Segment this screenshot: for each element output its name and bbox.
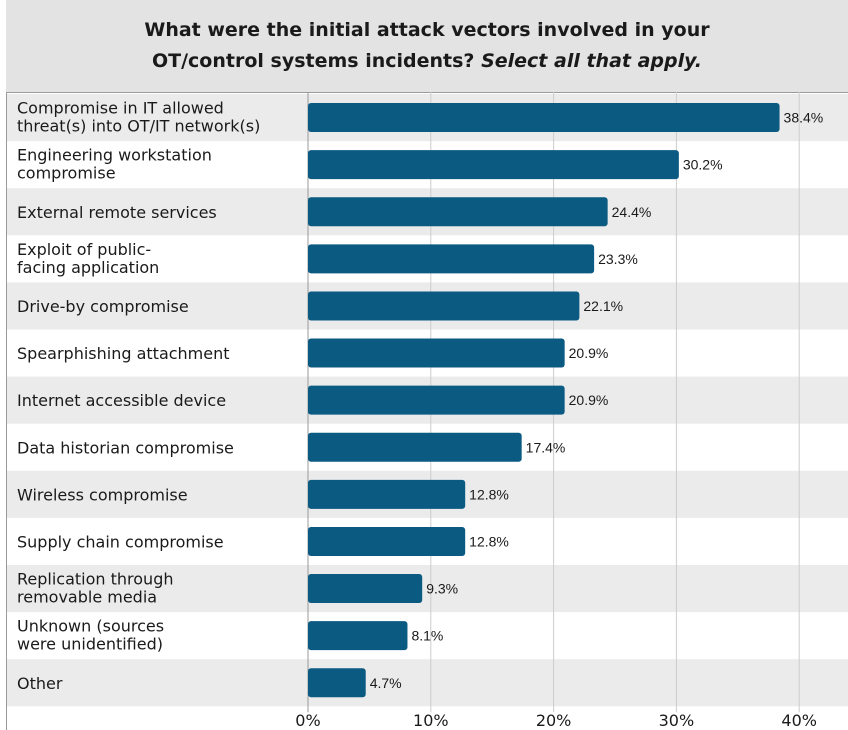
- chart-header: What were the initial attack vectors inv…: [6, 0, 848, 93]
- category-label: Other: [17, 674, 63, 693]
- value-label: 20.9%: [569, 392, 609, 408]
- category-label: Internet accessible device: [17, 391, 226, 410]
- bar: [308, 621, 408, 651]
- bar: [308, 668, 366, 698]
- chart-title-main: OT/control systems incidents?: [151, 50, 475, 72]
- category-label: External remote services: [17, 203, 217, 222]
- x-tick-label: 10%: [413, 711, 449, 730]
- category-label: Replication through removable media: [17, 570, 174, 607]
- category-label: Supply chain compromise: [17, 532, 224, 551]
- value-label: 12.8%: [469, 533, 509, 549]
- bar: [308, 150, 679, 180]
- value-label: 20.9%: [569, 345, 609, 361]
- category-label: Data historian compromise: [17, 438, 234, 457]
- row-band: [7, 659, 848, 707]
- chart-frame: [6, 0, 848, 730]
- value-label: 4.7%: [370, 675, 402, 691]
- category-labels: Compromise in IT allowed threat(s) into O…: [17, 99, 260, 693]
- x-axis-ticks: 0% 10% 20% 30% 40%: [295, 711, 817, 730]
- category-label: Compromise in IT allowed threat(s) into O…: [17, 99, 260, 136]
- bar: [308, 291, 580, 321]
- x-tick-label: 0%: [295, 711, 320, 730]
- bars: [308, 103, 780, 698]
- bar: [308, 244, 595, 274]
- category-label: Drive-by compromise: [17, 297, 189, 316]
- value-labels: 38.4% 30.2% 24.4% 23.3% 22.1% 20.9% 20.9% 17.4%…: [370, 110, 824, 691]
- value-label: 38.4%: [784, 110, 824, 126]
- bar: [308, 103, 780, 133]
- category-label: Engineering workstation compromise: [17, 146, 212, 183]
- bar: [308, 385, 565, 415]
- value-label: 12.8%: [469, 486, 509, 502]
- chart-title-line1: What were the initial attack vectors inv…: [144, 19, 710, 41]
- category-label: Unknown (sources were unidentified): [17, 617, 164, 654]
- bar: [308, 479, 466, 509]
- x-tick-label: 40%: [781, 711, 817, 730]
- x-tick-label: 20%: [536, 711, 572, 730]
- value-label: 24.4%: [612, 204, 652, 220]
- value-label: 17.4%: [526, 439, 566, 455]
- value-label: 22.1%: [583, 298, 623, 314]
- value-label: 23.3%: [598, 251, 638, 267]
- category-label: Wireless compromise: [17, 485, 188, 504]
- bar: [308, 574, 423, 604]
- value-label: 9.3%: [426, 581, 458, 597]
- bar: [308, 526, 466, 556]
- category-label: Spearphishing attachment: [17, 344, 230, 363]
- bar: [308, 338, 565, 368]
- value-label: 30.2%: [683, 157, 723, 173]
- category-label: Exploit of public-facing application: [17, 240, 159, 277]
- bar: [308, 432, 522, 462]
- chart-title-line2: OT/control systems incidents? Select all…: [152, 46, 702, 77]
- chart-title-emphasis: Select all that apply.: [481, 50, 702, 72]
- value-label: 8.1%: [411, 628, 443, 644]
- x-tick-label: 30%: [659, 711, 695, 730]
- row-band: [7, 565, 848, 613]
- bar: [308, 197, 608, 227]
